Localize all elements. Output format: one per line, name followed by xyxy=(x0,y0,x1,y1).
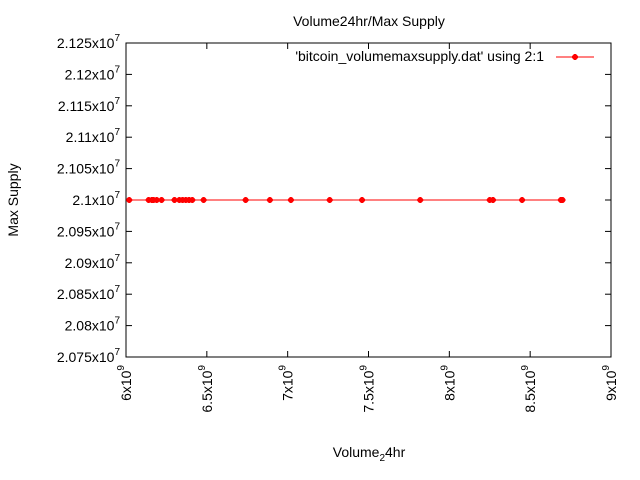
x-tick-label: 9x109 xyxy=(601,365,619,401)
data-point xyxy=(189,197,196,203)
y-tick-label: 2.115x107 xyxy=(58,96,121,114)
chart-title: Volume24hr/Max Supply xyxy=(293,13,445,29)
x-tick-label: 7.5x109 xyxy=(359,365,377,413)
y-tick-label: 2.1x107 xyxy=(72,190,120,208)
y-tick-label: 2.085x107 xyxy=(57,284,121,302)
data-point xyxy=(326,197,333,203)
data-point xyxy=(417,197,424,203)
data-point xyxy=(287,197,294,203)
y-tick-label: 2.12x107 xyxy=(65,64,121,82)
data-point xyxy=(266,197,273,203)
data-point xyxy=(519,197,526,203)
x-axis-label: Volume24hr xyxy=(333,444,406,464)
x-tick-label: 6.5x109 xyxy=(197,365,215,413)
y-tick-label: 2.105x107 xyxy=(57,159,121,177)
x-tick-label: 7x109 xyxy=(278,365,296,401)
y-tick-label: 2.075x107 xyxy=(57,347,121,365)
data-point xyxy=(242,197,249,203)
y-tick-label: 2.11x107 xyxy=(66,127,121,145)
y-tick-label: 2.125x107 xyxy=(57,33,121,51)
x-tick-label: 8.5x109 xyxy=(520,365,538,413)
y-tick-label: 2.08x107 xyxy=(65,316,121,334)
data-point xyxy=(489,197,496,203)
y-axis: 2.075x107 2.08x107 2.085x107 2.09x107 2.095x… xyxy=(57,33,611,365)
x-tick-label: 8x109 xyxy=(439,365,457,401)
series-group xyxy=(126,197,566,203)
legend: 'bitcoin_volumemaxsupply.dat' using 2:1 xyxy=(295,48,594,64)
data-point xyxy=(200,197,207,203)
legend-marker xyxy=(572,54,578,60)
data-point xyxy=(559,197,566,203)
data-point xyxy=(359,197,366,203)
y-tick-label: 2.09x107 xyxy=(65,253,121,271)
x-axis: 6x109 6.5x109 7x109 7.5x109 8x109 8.5x109 9x10… xyxy=(116,43,619,413)
legend-label: 'bitcoin_volumemaxsupply.dat' using 2:1 xyxy=(295,48,544,64)
x-tick-label: 6x109 xyxy=(116,365,134,401)
data-point xyxy=(158,197,165,203)
y-axis-label: Max Supply xyxy=(5,163,21,236)
data-point xyxy=(126,197,133,203)
y-tick-label: 2.095x107 xyxy=(57,221,121,239)
